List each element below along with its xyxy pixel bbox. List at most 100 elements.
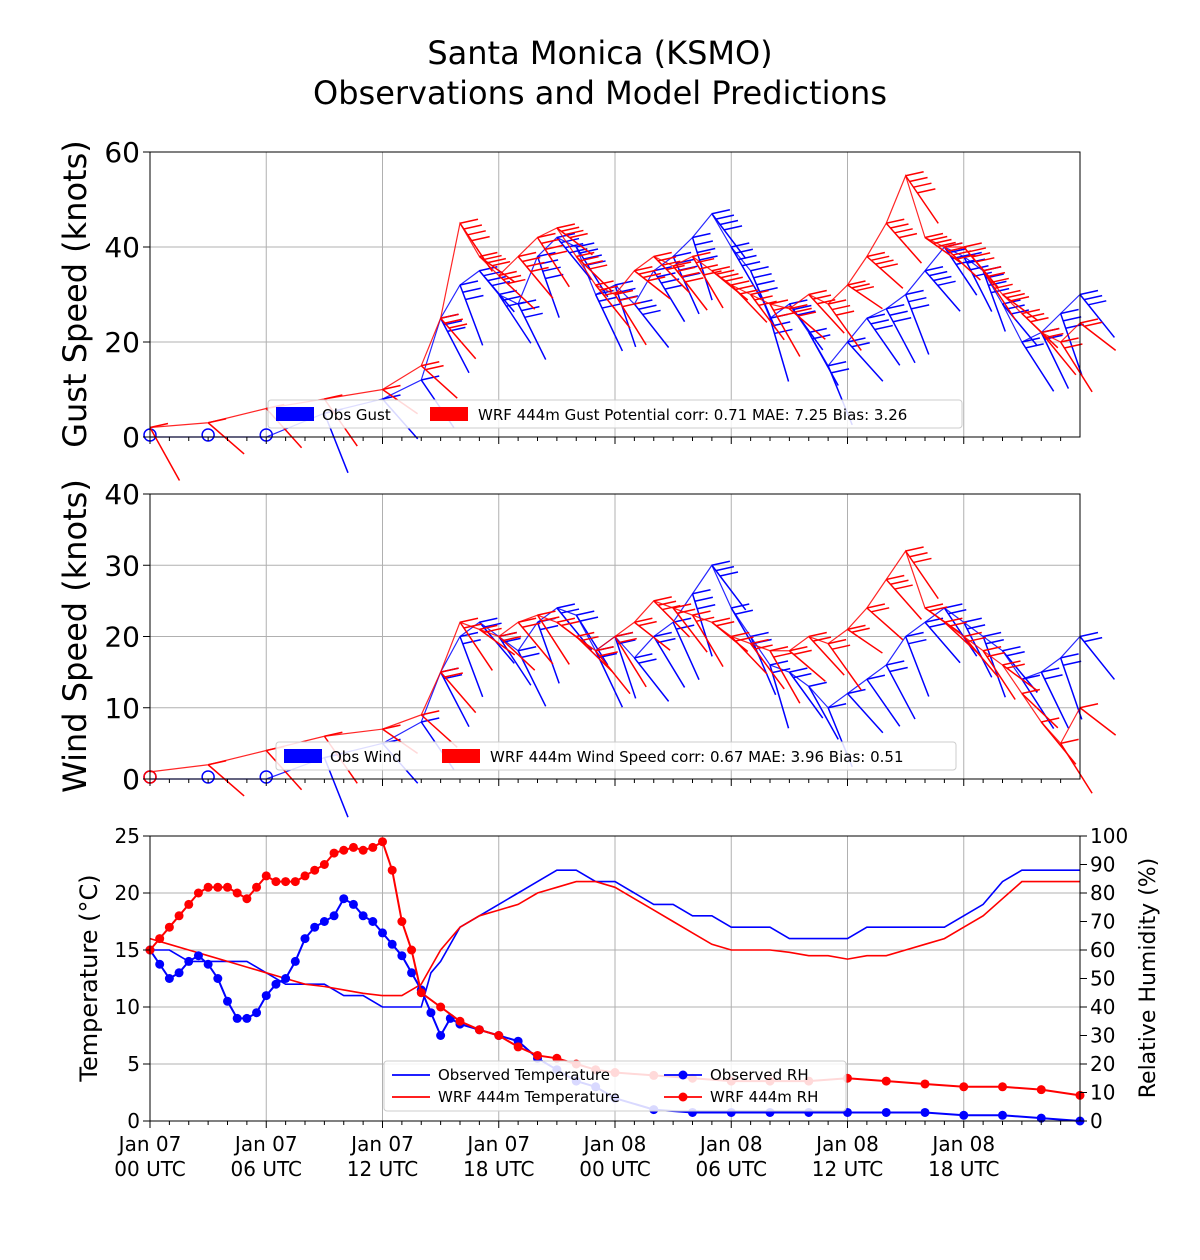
barb-feather [894, 584, 913, 590]
barb-staff [691, 256, 724, 309]
wrf-rh-marker [416, 988, 426, 998]
barb-feather [908, 638, 927, 645]
barb-feather [459, 617, 479, 623]
barb-staff [498, 636, 532, 686]
x-tick-label-date: Jan 08 [698, 1132, 763, 1156]
barb-staff [440, 317, 477, 360]
barb-feather [694, 240, 714, 246]
barb-feather [750, 266, 769, 272]
barb-staff [439, 671, 470, 728]
barb-feather [487, 275, 506, 282]
barb-staff [769, 318, 790, 382]
barb-feather [544, 244, 564, 251]
y-tick-label: 20 [115, 881, 140, 905]
barb-staff [1021, 341, 1055, 392]
barb-staff [614, 294, 647, 346]
barb-feather [526, 261, 545, 268]
barb-feather [1006, 292, 1025, 299]
y-tick-label: 10 [115, 995, 140, 1019]
barb-staff [614, 636, 647, 688]
barb-feather [711, 209, 731, 215]
barb-staff [536, 621, 560, 684]
barb-feather [479, 617, 498, 623]
barb-feather [653, 596, 672, 602]
barb-staff [653, 255, 691, 294]
barb-feather [1002, 646, 1021, 652]
obs-rh-marker [213, 974, 223, 983]
barb-feather [735, 636, 754, 642]
barb-feather [421, 710, 440, 716]
obs-rh-marker [319, 917, 329, 926]
barb-feather [957, 254, 976, 260]
barb-staff [536, 614, 570, 665]
y-tick-label: 30 [104, 549, 140, 582]
barb-staff [595, 650, 631, 695]
y2-tick-label: 100 [1090, 824, 1128, 848]
barb-feather [1041, 717, 1060, 723]
barb-staff [149, 427, 181, 481]
chart-title-line-2: Observations and Model Predictions [313, 74, 887, 112]
barb-feather [908, 296, 927, 303]
barb-feather [576, 251, 595, 258]
barb-feather [556, 617, 576, 623]
barb-staff [440, 671, 477, 714]
barb-feather [601, 303, 621, 309]
barb-feather [1010, 296, 1030, 302]
barb-feather [985, 639, 1004, 645]
barb-feather [682, 272, 701, 278]
y-tick-label: 0 [127, 1109, 140, 1133]
barb-staff [769, 664, 790, 729]
y-tick-label: 20 [104, 326, 140, 359]
barb-feather [465, 294, 484, 301]
barb-staff [847, 628, 883, 654]
barb-feather [638, 620, 657, 627]
y2-tick-label: 90 [1090, 853, 1115, 877]
barb-staff [730, 635, 768, 675]
barb-feather [971, 252, 991, 258]
barb-feather [777, 311, 796, 318]
wrf-rh-marker [164, 922, 174, 932]
barb-feather [944, 242, 963, 248]
barb-feather [642, 272, 662, 279]
barb-feather [539, 624, 559, 631]
barb-feather [653, 251, 672, 258]
wrf-rh-marker [348, 842, 358, 852]
barb-staff [1079, 322, 1117, 351]
barb-feather [789, 667, 808, 673]
barb-feather [944, 617, 963, 623]
barb-staff [711, 564, 747, 611]
barb-feather [917, 188, 936, 194]
barb-feather [866, 313, 886, 319]
barb-staff [1040, 671, 1070, 729]
gust-panel: 0 20 40 60 Gust Speed (knots) Obs Gust WRF 4… [56, 136, 1117, 481]
x-tick-label-time: 18 UTC [463, 1157, 534, 1181]
barb-feather [483, 622, 502, 628]
legend-box [383, 1060, 847, 1112]
obs-rh-marker [155, 959, 165, 969]
y2-tick-label: 70 [1090, 910, 1115, 934]
legend-label-obs: Obs Wind [330, 748, 402, 766]
wrf-rh-marker [310, 865, 320, 875]
temperature-y-axis-label: Temperature (°C) [75, 874, 103, 1082]
barb-feather [444, 672, 463, 678]
barb-feather [719, 219, 739, 226]
obs-rh-marker [1036, 1113, 1046, 1123]
barb-feather [967, 247, 987, 253]
barb-feather [831, 644, 851, 650]
gust-legend: Obs Gust WRF 444m Gust Potential corr: 0.… [267, 399, 963, 429]
obs-rh-marker [339, 894, 349, 904]
y-tick-label: 25 [115, 824, 140, 848]
y2-tick-label: 10 [1090, 1081, 1115, 1105]
barb-feather [479, 251, 498, 258]
barb-feather [986, 271, 1006, 278]
barb-staff [808, 293, 845, 334]
barb-feather [1065, 323, 1084, 329]
barb-staff [691, 593, 713, 657]
barb-feather [491, 260, 511, 267]
barb-feather [967, 636, 987, 643]
barb-feather [715, 214, 735, 220]
barb-feather [647, 276, 666, 282]
barb-feather [1088, 300, 1107, 306]
barb-feather [517, 251, 537, 258]
